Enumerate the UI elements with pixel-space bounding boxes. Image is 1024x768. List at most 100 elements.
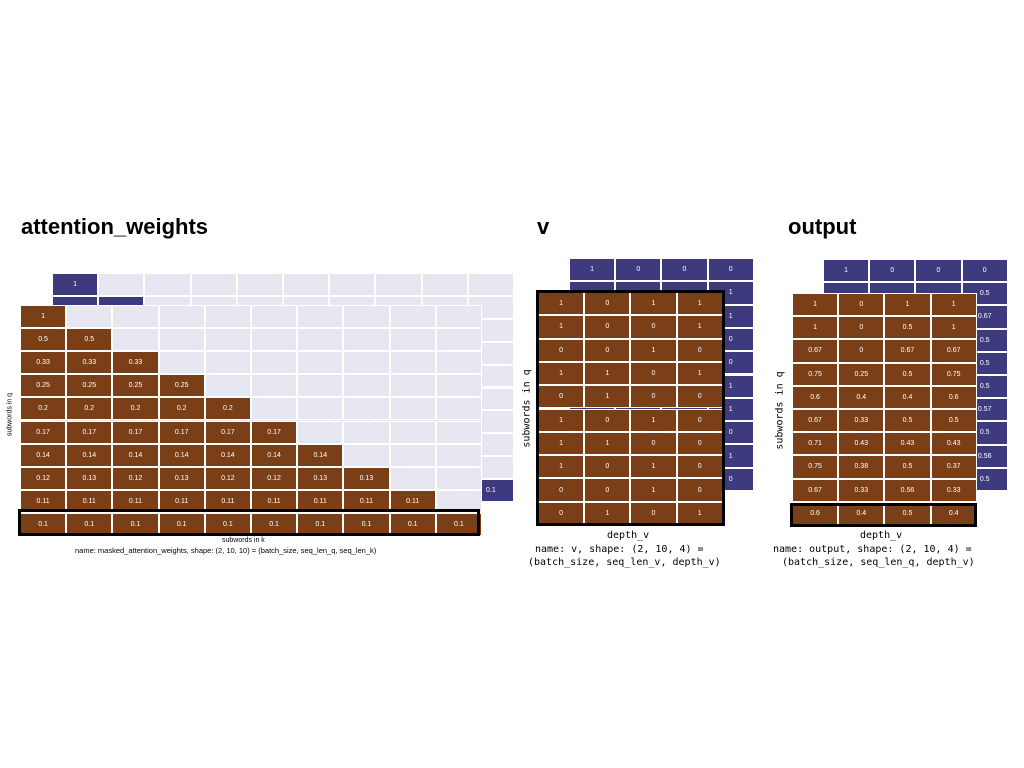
v-value-cell: 0 bbox=[630, 385, 677, 409]
output-value-cell: 0 bbox=[838, 293, 885, 317]
attention-back-cell bbox=[467, 273, 514, 296]
v-value-cell: 1 bbox=[630, 292, 677, 316]
attention-weight-cell: 0.17 bbox=[251, 420, 298, 444]
v-back-cell: 0 bbox=[707, 258, 754, 282]
attention-weight-cell: 0.12 bbox=[20, 466, 67, 490]
attention-empty-cell bbox=[343, 397, 390, 421]
output-value-cell: 0.5 bbox=[884, 455, 931, 479]
attention-empty-cell bbox=[389, 466, 436, 490]
output-value-cell: 0.4 bbox=[884, 385, 931, 409]
attention-weight-cell: 0.17 bbox=[112, 420, 159, 444]
output-value-cell: 0.67 bbox=[792, 409, 839, 433]
output-value-cell: 1 bbox=[792, 293, 839, 317]
attention-empty-cell bbox=[343, 351, 390, 375]
attention-empty-cell bbox=[66, 305, 113, 329]
attention-weight-cell: 0.1 bbox=[66, 512, 113, 536]
attention-empty-cell bbox=[435, 397, 482, 421]
v-value-cell: 1 bbox=[538, 292, 585, 316]
output-value-cell: 0.5 bbox=[884, 409, 931, 433]
output-value-cell: 0.71 bbox=[792, 432, 839, 456]
attention-empty-cell bbox=[297, 351, 344, 375]
attention-weight-cell: 0.12 bbox=[112, 466, 159, 490]
v-value-cell: 1 bbox=[538, 455, 585, 479]
attention-weight-cell: 0.17 bbox=[158, 420, 205, 444]
output-value-cell: 0.6 bbox=[792, 501, 839, 525]
attention-back-cell bbox=[144, 273, 191, 296]
attention-weight-cell: 0.2 bbox=[204, 397, 251, 421]
attention-empty-cell bbox=[158, 328, 205, 352]
attention-empty-cell bbox=[251, 328, 298, 352]
output-value-cell: 0.37 bbox=[930, 455, 977, 479]
attention-empty-cell bbox=[251, 397, 298, 421]
v-value-cell: 1 bbox=[676, 501, 723, 525]
v-back-cell: 1 bbox=[569, 258, 616, 282]
v-value-cell: 0 bbox=[630, 315, 677, 339]
attention-weight-cell: 0.17 bbox=[204, 420, 251, 444]
attention-weight-cell: 0.11 bbox=[204, 489, 251, 513]
attention-empty-cell bbox=[389, 397, 436, 421]
output-value-cell: 0.38 bbox=[838, 455, 885, 479]
attention-empty-cell bbox=[389, 328, 436, 352]
output-value-cell: 0.4 bbox=[838, 385, 885, 409]
attention-empty-cell bbox=[204, 374, 251, 398]
attention-weight-cell: 0.13 bbox=[343, 466, 390, 490]
output-value-cell: 0.75 bbox=[792, 362, 839, 386]
attention-weight-cell: 0.11 bbox=[20, 489, 67, 513]
output-value-cell: 0.5 bbox=[884, 501, 931, 525]
attention-empty-cell bbox=[389, 443, 436, 467]
attention-weight-cell: 0.11 bbox=[112, 489, 159, 513]
attention-weight-cell: 0.25 bbox=[66, 374, 113, 398]
output-value-cell: 0.43 bbox=[884, 432, 931, 456]
v-value-cell: 0 bbox=[584, 338, 631, 362]
attention-empty-cell bbox=[297, 328, 344, 352]
attention-weight-cell: 0.11 bbox=[66, 489, 113, 513]
attention-weight-cell: 0.14 bbox=[66, 443, 113, 467]
v-value-cell: 0 bbox=[538, 501, 585, 525]
v-value-cell: 1 bbox=[584, 431, 631, 456]
attention-weight-cell: 0.33 bbox=[112, 351, 159, 375]
v-value-cell: 1 bbox=[676, 315, 723, 339]
v-value-cell: 0 bbox=[584, 315, 631, 339]
attention-empty-cell bbox=[204, 305, 251, 329]
v-value-cell: 0 bbox=[538, 385, 585, 409]
attention-weight-cell: 0.5 bbox=[20, 328, 67, 352]
v-value-cell: 1 bbox=[630, 338, 677, 362]
v-value-cell: 0 bbox=[584, 408, 631, 432]
output-back-cell: 0 bbox=[869, 259, 916, 283]
output-value-cell: 0.33 bbox=[838, 409, 885, 433]
attention-empty-cell bbox=[343, 374, 390, 398]
attention-empty-cell bbox=[435, 489, 482, 513]
attention-empty-cell bbox=[343, 420, 390, 444]
output-value-cell: 1 bbox=[930, 316, 977, 340]
attention-weight-cell: 0.11 bbox=[251, 489, 298, 513]
attention-weight-cell: 0.14 bbox=[297, 443, 344, 467]
attention-empty-cell bbox=[251, 374, 298, 398]
attention-empty-cell bbox=[389, 374, 436, 398]
attention-weight-cell: 0.14 bbox=[158, 443, 205, 467]
v-value-cell: 0 bbox=[676, 408, 723, 432]
attention-empty-cell bbox=[112, 328, 159, 352]
output-value-cell: 0.5 bbox=[884, 362, 931, 386]
attention-weight-cell: 0.11 bbox=[158, 489, 205, 513]
attention-empty-cell bbox=[435, 351, 482, 375]
attention-weights-title: attention_weights bbox=[21, 214, 209, 239]
attention-empty-cell bbox=[251, 351, 298, 375]
attention-weight-cell: 0.1 bbox=[251, 512, 298, 536]
attention-empty-cell bbox=[435, 374, 482, 398]
v-caption-line1: name: v, shape: (2, 10, 4) = bbox=[535, 544, 704, 555]
attention-empty-cell bbox=[158, 305, 205, 329]
attention-empty-cell bbox=[435, 466, 482, 490]
output-value-cell: 0.33 bbox=[930, 478, 977, 502]
v-value-cell: 1 bbox=[538, 408, 585, 432]
attention-weight-cell: 0.11 bbox=[297, 489, 344, 513]
output-xlabel: depth_v bbox=[860, 530, 903, 541]
output-value-cell: 0 bbox=[838, 316, 885, 340]
attention-empty-cell bbox=[158, 351, 205, 375]
output-value-cell: 0.56 bbox=[884, 478, 931, 502]
v-value-cell: 1 bbox=[630, 455, 677, 479]
attention-weight-cell: 0.14 bbox=[112, 443, 159, 467]
output-value-cell: 0.75 bbox=[792, 455, 839, 479]
attention-weight-cell: 0.1 bbox=[297, 512, 344, 536]
output-value-cell: 0.67 bbox=[930, 339, 977, 363]
attention-weight-cell: 0.2 bbox=[20, 397, 67, 421]
